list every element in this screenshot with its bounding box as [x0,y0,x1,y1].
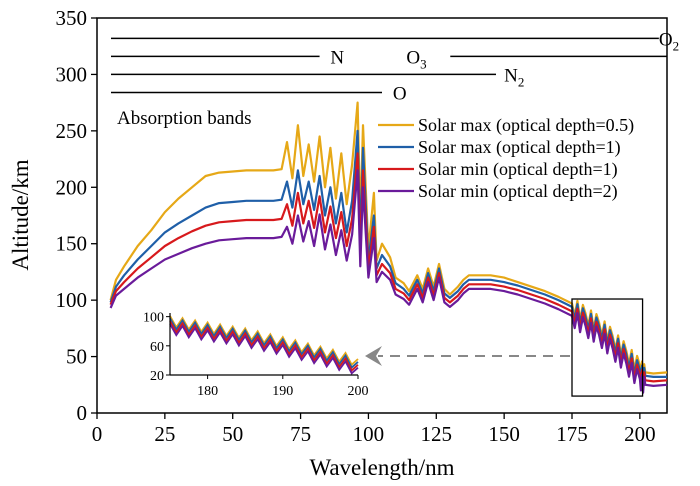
x-tick-label: 125 [421,422,453,446]
legend-entry: Solar min (optical depth=2) [418,181,618,202]
x-tick-label: 25 [154,422,175,446]
band-label-main: O [659,29,673,50]
y-tick-label: 100 [56,288,88,312]
absorption-band-label: N2 [504,65,524,89]
absorption-band-label: O2 [659,29,679,53]
y-tick-label: 50 [66,345,87,369]
band-label-sub: 2 [673,38,680,53]
band-label-main: N [330,47,344,68]
absorption-band-label: O [393,83,407,104]
x-tick-label: 75 [290,422,311,446]
x-tick-label: 175 [556,422,588,446]
x-axis-title: Wavelength/nm [309,455,454,480]
series-group [109,101,668,394]
zoom-box [571,298,644,397]
zoom-indicator [365,298,644,397]
band-label-sub: 2 [518,74,525,89]
absorption-band-label: O3 [406,47,426,71]
band-label-main: N [504,65,518,86]
inset-series-line [169,323,359,375]
inset-chart: 180 190 200 20 60 100 [143,309,369,399]
inset-y-tick-label: 100 [143,311,164,326]
x-tick-label: 150 [488,422,520,446]
x-tick-label: 50 [222,422,243,446]
legend-entry: Solar min (optical depth=1) [418,159,618,180]
inset-x-tick-label: 180 [197,384,218,399]
legend-entry: Solar max (optical depth=1) [418,137,621,158]
y-tick-label: 300 [56,62,88,86]
x-tick-label: 100 [353,422,385,446]
y-tick-label: 0 [77,401,88,425]
absorption-bands-label: Absorption bands [117,108,252,129]
y-tick-label: 350 [56,6,88,30]
y-tick-label: 250 [56,119,88,143]
series-line [109,169,668,394]
plot-frame [96,17,668,414]
inset-x-tick-label: 200 [348,384,369,399]
absorption-band-label: N [330,47,344,68]
y-tick-label: 200 [56,175,88,199]
axes: 0 25 50 75 100 125 150 175 200 0 50 100 150 200 250 300… [56,6,656,446]
y-axis-title: Altitude/km [8,159,33,270]
x-tick-label: 200 [624,422,656,446]
inset-series-line [169,317,359,369]
inset-series-line [169,320,359,372]
legend-entry: Solar max (optical depth=0.5) [418,115,634,136]
inset-series-line [169,315,359,367]
inset-y-tick-label: 60 [150,340,164,355]
band-label-sub: 3 [420,56,427,71]
legend: Solar max (optical depth=0.5)Solar max (… [378,115,634,202]
x-tick-label: 0 [92,422,103,446]
inset-x-tick-label: 190 [272,384,293,399]
zoom-arrow-head [365,346,382,366]
band-label-main: O [393,83,407,104]
band-label-main: O [406,47,420,68]
plot-area [96,17,668,414]
y-tick-label: 150 [56,232,88,256]
inset-y-tick-label: 20 [150,369,164,384]
